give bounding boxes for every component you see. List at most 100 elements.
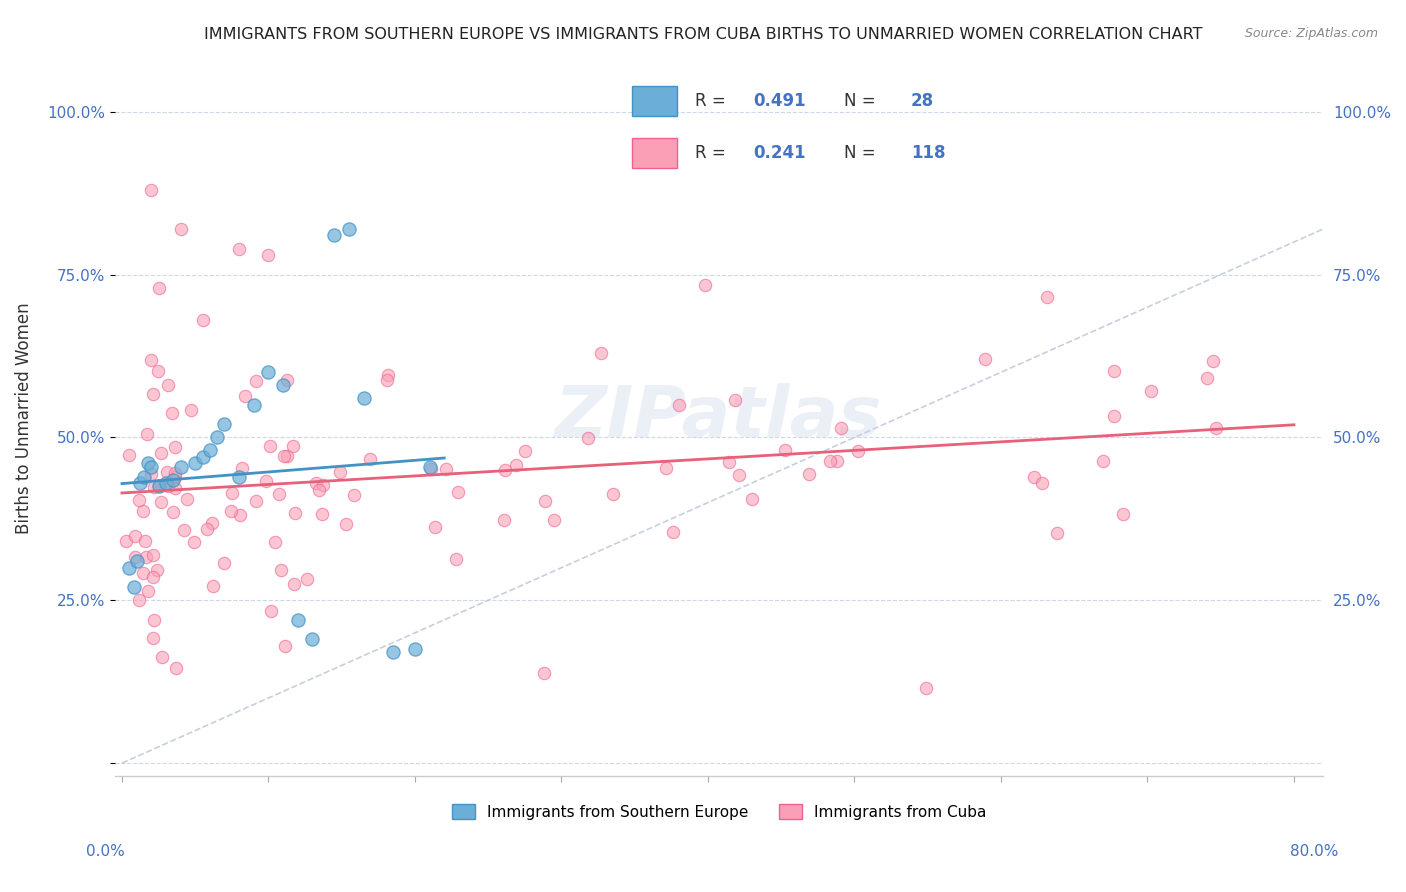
Point: [276, 449, 298, 463]
Point: [404, 642, 426, 657]
Point: [308, 483, 330, 497]
Point: [436, 462, 458, 476]
Point: [1036, 290, 1059, 304]
FancyBboxPatch shape: [633, 137, 678, 168]
Point: [773, 442, 796, 457]
Point: [162, 473, 184, 487]
Point: [165, 661, 187, 675]
Point: [169, 222, 191, 236]
Point: [125, 554, 148, 568]
Y-axis label: Births to Unmarried Women: Births to Unmarried Women: [15, 302, 32, 533]
Point: [136, 426, 159, 441]
Point: [128, 492, 150, 507]
Text: Source: ZipAtlas.com: Source: ZipAtlas.com: [1244, 27, 1378, 40]
Point: [1092, 453, 1115, 467]
Point: [135, 550, 157, 565]
Point: [1024, 469, 1046, 483]
Point: [180, 402, 202, 417]
Text: N =: N =: [844, 93, 880, 111]
Point: [228, 242, 250, 256]
Text: IMMIGRANTS FROM SOUTHERN EUROPE VS IMMIGRANTS FROM CUBA BIRTHS TO UNMARRIED WOME: IMMIGRANTS FROM SOUTHERN EUROPE VS IMMIG…: [204, 27, 1202, 42]
Point: [818, 454, 841, 468]
Point: [118, 560, 141, 574]
Point: [201, 579, 224, 593]
Point: [231, 461, 253, 475]
Point: [271, 378, 294, 392]
Point: [505, 458, 527, 473]
Point: [149, 495, 172, 509]
Point: [184, 457, 207, 471]
Point: [602, 487, 624, 501]
Text: 0.241: 0.241: [754, 144, 806, 161]
Point: [148, 479, 170, 493]
Point: [375, 373, 398, 387]
Point: [142, 570, 165, 584]
Point: [146, 364, 169, 378]
Point: [146, 563, 169, 577]
Point: [173, 524, 195, 538]
Point: [515, 444, 537, 458]
Point: [163, 440, 186, 454]
Text: R =: R =: [695, 93, 731, 111]
Point: [329, 465, 352, 479]
Point: [115, 534, 138, 549]
Point: [287, 613, 309, 627]
Point: [718, 455, 741, 469]
Point: [150, 650, 173, 665]
Point: [142, 631, 165, 645]
Point: [259, 439, 281, 453]
Point: [728, 467, 751, 482]
Point: [654, 461, 676, 475]
Point: [270, 563, 292, 577]
Point: [827, 454, 849, 468]
Point: [141, 183, 163, 197]
Point: [260, 604, 283, 618]
Point: [245, 493, 267, 508]
Point: [243, 398, 266, 412]
Point: [139, 352, 162, 367]
Point: [419, 459, 441, 474]
Point: [724, 393, 747, 408]
Point: [214, 417, 236, 432]
Point: [205, 430, 228, 444]
Point: [257, 365, 280, 379]
Point: [148, 280, 170, 294]
Point: [423, 520, 446, 534]
Point: [257, 248, 280, 262]
Point: [148, 479, 170, 493]
Point: [245, 375, 267, 389]
Point: [134, 533, 156, 548]
Point: [165, 482, 187, 496]
Point: [118, 449, 141, 463]
Point: [830, 421, 852, 435]
Point: [1102, 409, 1125, 423]
Text: 0.491: 0.491: [754, 93, 806, 111]
Point: [276, 373, 298, 387]
Point: [534, 494, 557, 508]
Point: [156, 465, 179, 479]
Point: [359, 452, 381, 467]
Text: R =: R =: [695, 144, 731, 161]
Point: [169, 459, 191, 474]
Point: [1046, 525, 1069, 540]
Text: 0.0%: 0.0%: [86, 845, 125, 859]
Text: ZIPatlas: ZIPatlas: [555, 384, 883, 452]
Point: [1139, 384, 1161, 398]
Point: [191, 450, 214, 464]
Point: [283, 577, 305, 591]
Point: [576, 431, 599, 445]
Point: [312, 478, 335, 492]
Point: [1031, 476, 1053, 491]
Point: [1197, 371, 1219, 385]
Point: [284, 507, 307, 521]
Point: [846, 443, 869, 458]
Point: [797, 467, 820, 481]
Point: [343, 488, 366, 502]
Point: [274, 639, 297, 653]
Point: [915, 681, 938, 695]
Point: [132, 504, 155, 518]
Point: [533, 666, 555, 681]
Point: [267, 487, 290, 501]
Point: [301, 632, 323, 647]
Text: N =: N =: [844, 144, 880, 161]
